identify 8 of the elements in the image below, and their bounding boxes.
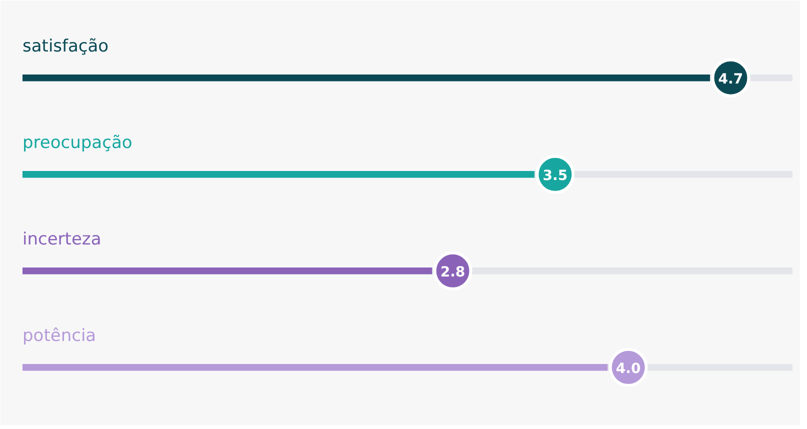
y-tick-label: incerteza	[22, 230, 102, 250]
y-tick-label: preocupação	[22, 133, 132, 154]
data-label: 4.0	[616, 360, 641, 377]
data-label: 4.7	[718, 71, 744, 88]
data-label: 2.8	[440, 264, 466, 280]
data-label: 3.5	[542, 168, 568, 184]
y-tick-label: potência	[22, 326, 96, 346]
y-tick-label: satisfação	[22, 36, 109, 57]
